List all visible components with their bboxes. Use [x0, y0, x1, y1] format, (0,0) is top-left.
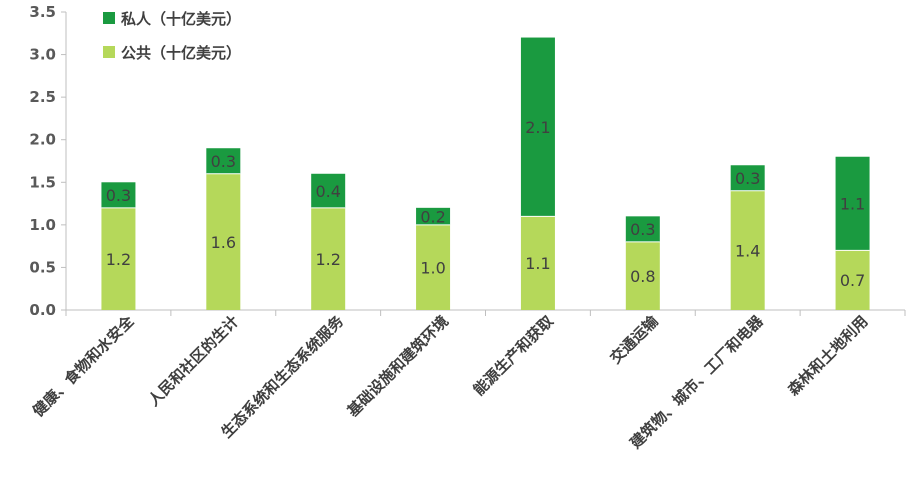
data-label-public: 0.7	[840, 271, 865, 290]
y-tick-label: 3.5	[29, 3, 56, 21]
legend-label: 公共（十亿美元）	[121, 44, 241, 62]
bar-private	[101, 182, 136, 208]
legend: 私人（十亿美元） 公共（十亿美元）	[103, 10, 241, 62]
bar-private	[311, 173, 346, 208]
data-label-private: 0.4	[315, 182, 340, 201]
y-tick-label: 2.0	[29, 131, 56, 149]
bar-public	[206, 173, 241, 310]
data-label-public: 1.2	[106, 250, 131, 269]
y-tick-label: 0.0	[29, 301, 56, 319]
bar-public	[835, 250, 870, 310]
data-label-public: 1.0	[420, 258, 445, 277]
data-label-public: 1.6	[211, 233, 236, 252]
x-category-label: 能源生产和获取	[470, 311, 558, 399]
y-tick-label: 0.5	[29, 258, 56, 276]
data-label-public: 1.1	[525, 254, 550, 273]
y-tick-label: 3.0	[29, 46, 56, 64]
bar-public	[101, 207, 136, 310]
bar-private	[730, 165, 765, 191]
y-tick-label: 2.5	[29, 88, 56, 106]
bar-private	[416, 207, 451, 225]
data-label-private: 0.3	[630, 220, 655, 239]
x-category-label: 生态系统和生态系统服务	[218, 311, 348, 441]
data-label-private: 2.1	[525, 118, 550, 137]
legend-item-public: 公共（十亿美元）	[103, 44, 241, 62]
data-label-private: 0.3	[106, 186, 131, 205]
x-category-label: 健康、食物和水安全	[29, 311, 138, 420]
bar-public	[520, 216, 555, 310]
data-label-private: 1.1	[840, 195, 865, 214]
data-label-public: 1.4	[735, 241, 760, 260]
x-category-label: 人民和社区的生计	[145, 312, 243, 410]
x-category-label: 基础设施和建筑环境	[343, 312, 452, 421]
data-label-private: 0.2	[420, 207, 445, 226]
bar-private	[206, 148, 241, 174]
bar-private	[835, 156, 870, 251]
data-label-public: 1.2	[315, 250, 340, 269]
bar-public	[730, 190, 765, 310]
bar-private	[520, 37, 555, 217]
legend-item-private: 私人（十亿美元）	[103, 10, 241, 28]
legend-label: 私人（十亿美元）	[120, 10, 241, 28]
data-label-private: 0.3	[211, 152, 236, 171]
data-label-private: 0.3	[735, 169, 760, 188]
bars: 1.2 0.3 1.6 0.3 1.2 0.4 1.0 0.2 1.1 2.1 0.8 0.3 1.4 0…	[101, 37, 870, 310]
y-tick-label: 1.0	[29, 216, 56, 234]
bar-public	[311, 207, 346, 310]
legend-swatch	[103, 46, 115, 58]
x-category-label: 森林和土地利用	[784, 312, 871, 399]
x-category-label: 交通运输	[606, 311, 662, 367]
data-label-public: 0.8	[630, 267, 655, 286]
y-tick-label: 1.5	[29, 173, 56, 191]
bar-public	[416, 224, 451, 310]
y-axis: 0.0 0.5 1.0 1.5 2.0 2.5 3.0 3.5	[29, 3, 67, 319]
bar-public	[625, 241, 660, 310]
legend-swatch	[103, 12, 115, 24]
bar-private	[625, 216, 660, 242]
